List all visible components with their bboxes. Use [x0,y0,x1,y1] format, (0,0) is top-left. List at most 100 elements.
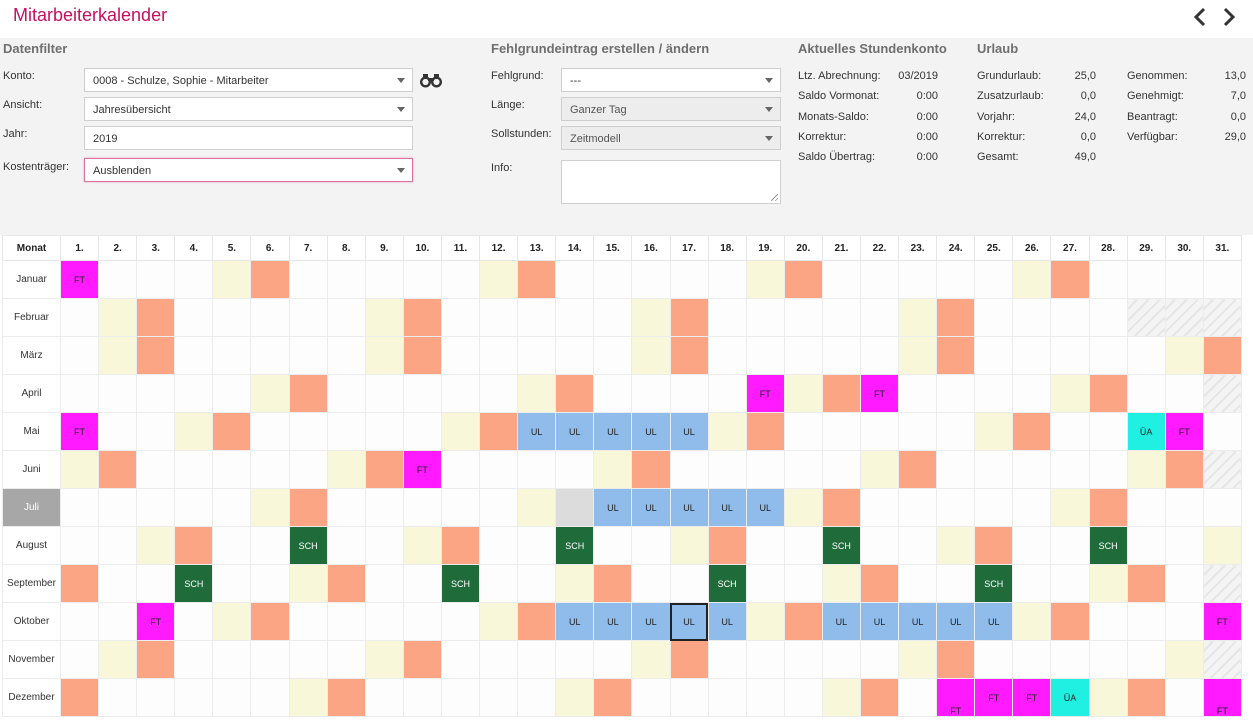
day-cell[interactable] [1012,602,1052,641]
day-cell[interactable] [707,412,747,451]
day-cell[interactable] [783,298,823,337]
day-cell[interactable] [859,678,900,717]
day-cell[interactable] [326,374,366,413]
day-cell[interactable] [1126,488,1166,527]
day-cell[interactable] [212,374,252,413]
day-cell[interactable] [936,564,976,603]
day-cell[interactable] [174,640,214,679]
day-cell[interactable] [136,260,176,299]
day-cell[interactable] [517,488,557,527]
day-cell[interactable] [326,412,366,451]
day-cell[interactable]: FT [936,678,976,717]
day-cell[interactable] [402,640,442,679]
day-cell[interactable] [745,298,785,337]
day-cell[interactable] [98,678,138,717]
day-cell[interactable] [821,260,861,299]
day-cell[interactable] [517,640,557,679]
day-cell[interactable] [1088,678,1128,717]
day-cell[interactable] [783,412,823,451]
month-label[interactable]: März [2,336,61,375]
day-cell[interactable] [745,678,785,717]
day-cell[interactable] [59,564,100,603]
day-cell[interactable] [517,678,557,717]
day-cell[interactable] [593,336,633,375]
day-cell[interactable] [479,260,519,299]
day-cell[interactable] [212,298,252,337]
day-cell[interactable] [1088,488,1128,527]
day-cell[interactable]: UL [859,602,900,641]
day-cell[interactable] [631,526,671,565]
day-cell[interactable] [707,374,747,413]
day-cell[interactable] [517,564,557,603]
day-cell[interactable] [1050,298,1090,337]
day-cell[interactable] [402,374,442,413]
day-cell[interactable] [402,336,442,375]
day-cell[interactable] [479,678,519,717]
day-cell[interactable] [402,260,442,299]
day-cell[interactable]: FT [1012,678,1052,717]
day-cell[interactable] [631,640,671,679]
day-cell[interactable] [555,374,595,413]
day-cell[interactable] [212,260,252,299]
day-cell[interactable] [517,450,557,489]
day-cell[interactable]: UL [936,602,976,641]
day-cell[interactable]: FT [136,602,176,641]
day-cell[interactable] [669,298,709,337]
day-cell[interactable] [440,374,481,413]
day-cell[interactable] [212,602,252,641]
day-cell[interactable] [59,640,100,679]
day-cell[interactable] [517,602,557,641]
day-cell[interactable] [402,564,442,603]
day-cell[interactable] [212,640,252,679]
day-cell[interactable] [936,526,976,565]
day-cell[interactable] [555,488,595,527]
day-cell[interactable] [288,298,328,337]
day-cell[interactable] [517,336,557,375]
day-cell[interactable] [59,526,100,565]
day-cell[interactable] [821,450,861,489]
day-cell[interactable] [288,336,328,375]
month-label[interactable]: Oktober [2,602,61,641]
day-cell[interactable] [326,336,366,375]
day-cell[interactable] [326,298,366,337]
day-cell[interactable] [250,640,290,679]
day-cell[interactable] [898,564,938,603]
day-cell[interactable] [1050,526,1090,565]
day-cell[interactable] [821,412,861,451]
day-cell[interactable] [136,678,176,717]
day-cell[interactable] [98,298,138,337]
day-cell[interactable] [517,526,557,565]
day-cell[interactable] [974,298,1014,337]
day-cell[interactable]: UL [555,412,595,451]
day-cell[interactable] [1126,602,1166,641]
day-cell[interactable] [898,678,938,717]
day-cell[interactable] [98,488,138,527]
day-cell[interactable]: UL [669,602,709,641]
day-cell[interactable] [250,602,290,641]
day-cell[interactable] [1126,640,1166,679]
day-cell[interactable] [1050,450,1090,489]
day-cell[interactable] [783,640,823,679]
day-cell[interactable]: UL [517,412,557,451]
day-cell[interactable] [479,450,519,489]
day-cell[interactable] [440,336,481,375]
day-cell[interactable] [593,374,633,413]
month-label[interactable]: Dezember [2,678,61,717]
day-cell[interactable] [631,336,671,375]
day-cell[interactable] [364,564,404,603]
day-cell[interactable] [288,374,328,413]
day-cell[interactable] [174,336,214,375]
ansicht-select[interactable]: Jahresübersicht [84,97,413,121]
day-cell[interactable] [98,374,138,413]
day-cell[interactable]: UL [631,488,671,527]
day-cell[interactable] [745,526,785,565]
day-cell[interactable] [364,488,404,527]
day-cell[interactable] [59,678,100,717]
day-cell[interactable] [1164,336,1204,375]
day-cell[interactable] [1012,526,1052,565]
day-cell[interactable] [212,564,252,603]
day-cell[interactable] [631,678,671,717]
day-cell[interactable] [1164,640,1204,679]
day-cell[interactable] [555,298,595,337]
day-cell[interactable] [402,298,442,337]
